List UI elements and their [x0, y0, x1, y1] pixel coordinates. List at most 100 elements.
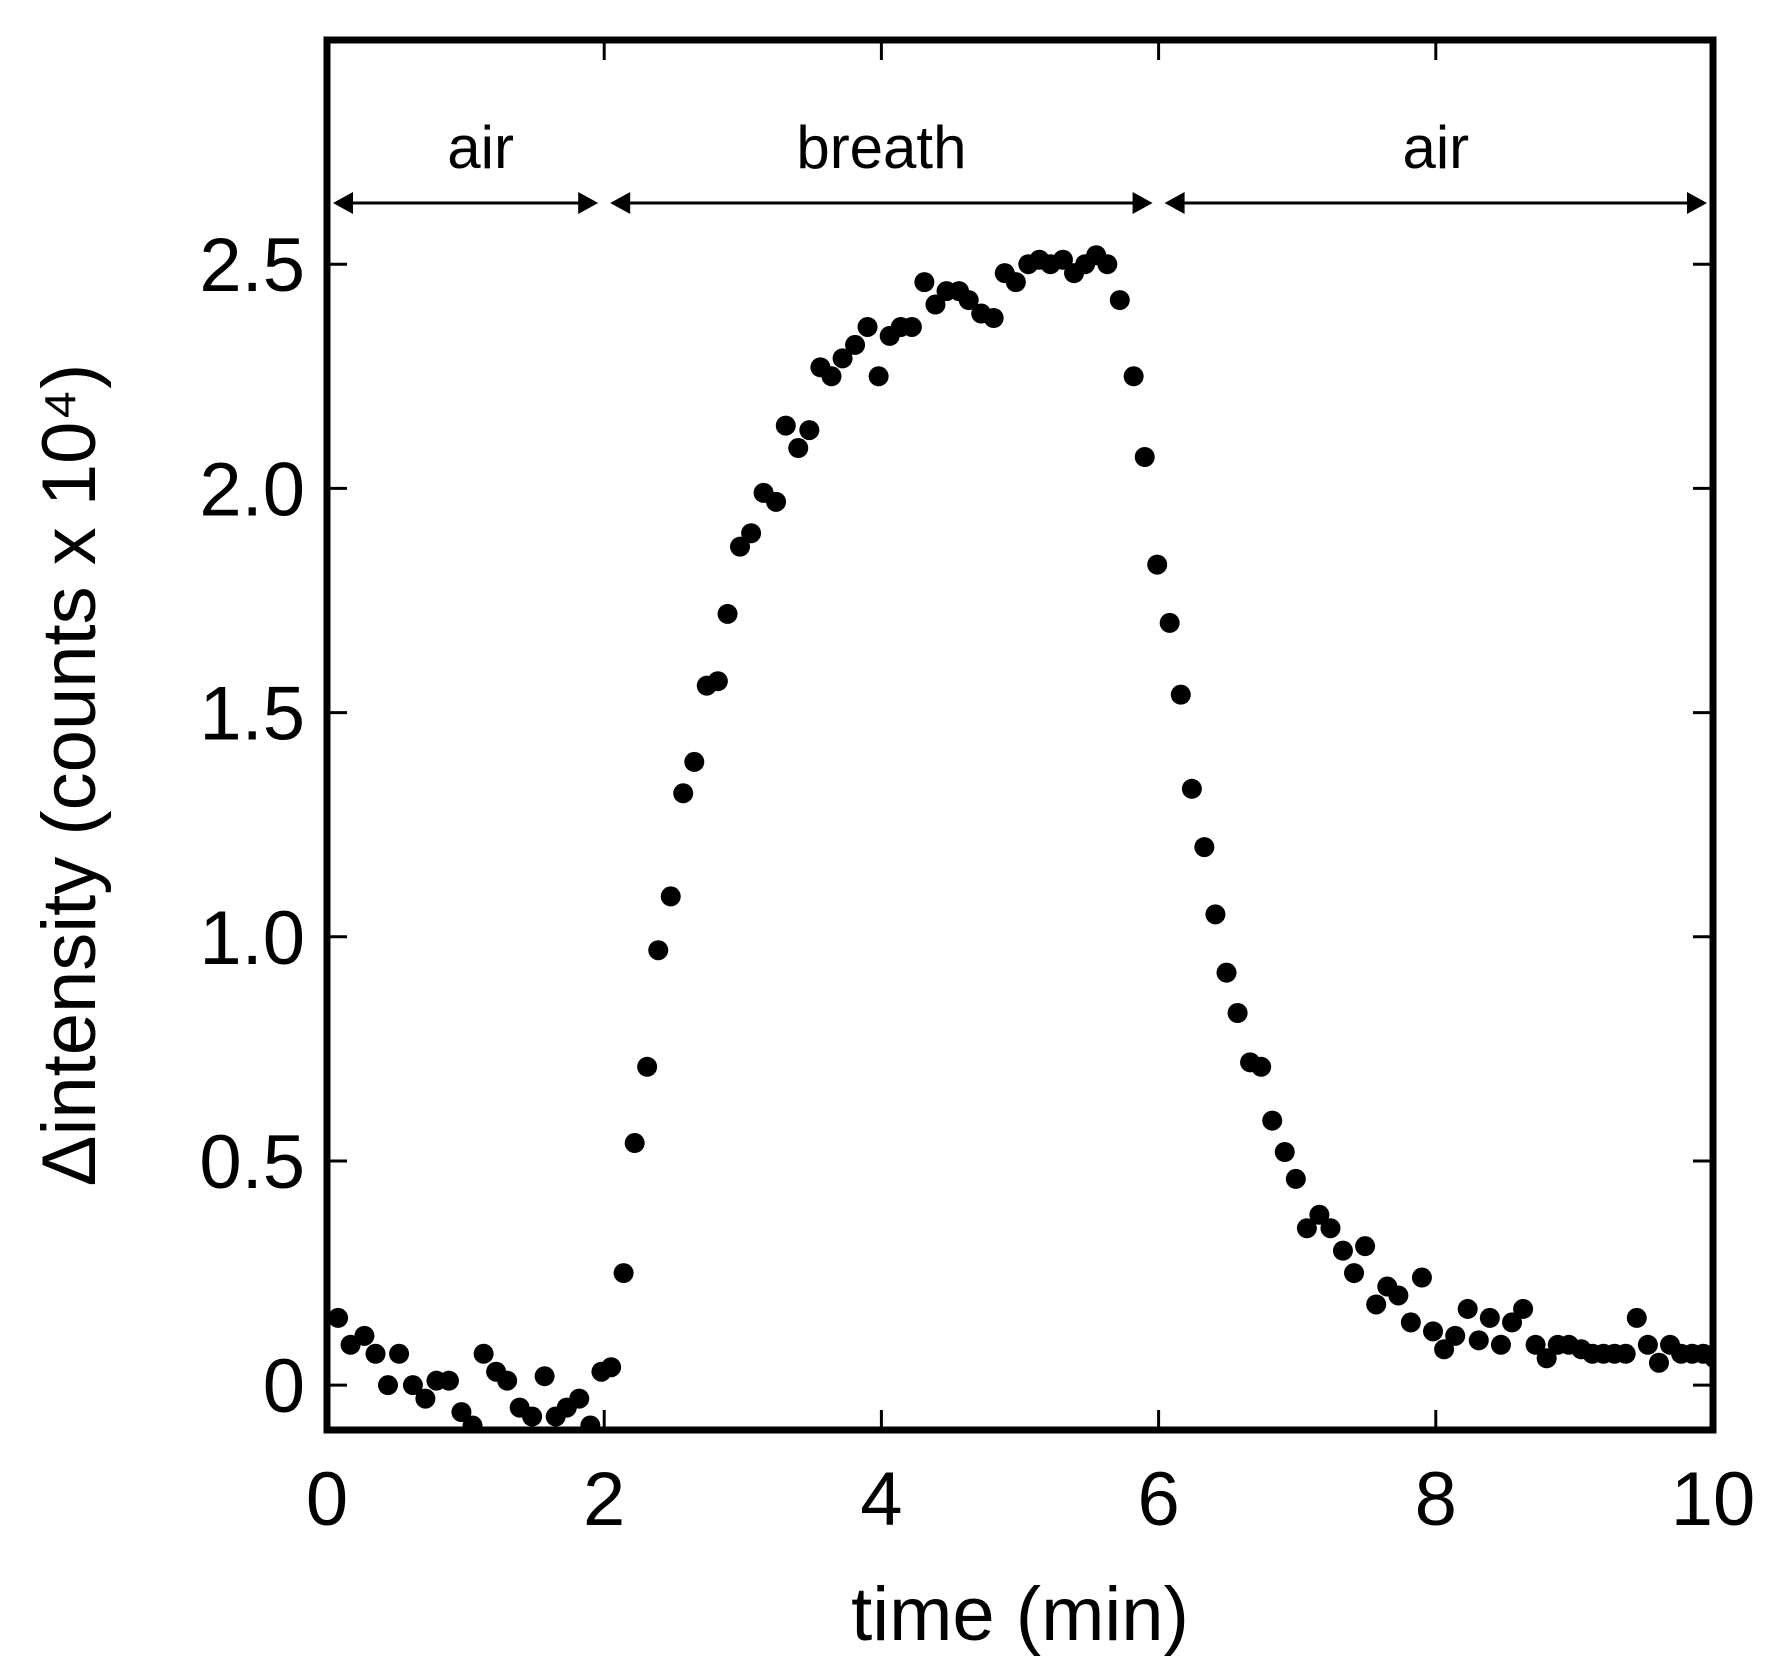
data-point: [415, 1388, 436, 1409]
data-point: [914, 272, 935, 293]
data-point: [389, 1343, 410, 1364]
data-point: [1490, 1334, 1511, 1355]
data-point: [1147, 554, 1168, 575]
data-point: [1170, 684, 1191, 705]
y-tick-label: 0: [263, 1344, 305, 1429]
data-point: [1411, 1267, 1432, 1288]
y-tick-label: 1.5: [199, 672, 305, 757]
data-point: [534, 1366, 555, 1387]
data-point: [1109, 290, 1130, 311]
data-point: [1216, 962, 1237, 983]
x-tick-label: 8: [1415, 1457, 1457, 1542]
y-tick-label: 1.0: [199, 896, 305, 981]
region-label: breath: [796, 114, 966, 181]
data-point: [1525, 1334, 1546, 1355]
data-point: [1052, 249, 1073, 270]
data-point: [958, 290, 979, 311]
data-point: [1502, 1312, 1523, 1333]
region-arrowhead-right: [578, 192, 599, 214]
x-tick-label: 6: [1137, 1457, 1179, 1542]
data-point: [497, 1370, 518, 1391]
data-point: [354, 1325, 375, 1346]
data-point: [648, 940, 669, 961]
data-point: [1626, 1307, 1647, 1328]
data-point: [1513, 1298, 1534, 1319]
data-point: [1262, 1110, 1283, 1131]
data-point: [1251, 1056, 1272, 1077]
y-tick-label: 2.5: [199, 223, 305, 308]
data-point: [1355, 1236, 1376, 1257]
data-point: [1423, 1321, 1444, 1342]
data-point: [1134, 447, 1155, 467]
data-point: [1615, 1343, 1636, 1364]
data-point: [1434, 1339, 1455, 1360]
data-point: [1227, 1003, 1248, 1023]
data-point: [1479, 1307, 1500, 1328]
data-point: [1309, 1204, 1330, 1225]
region-arrowhead-right: [1132, 192, 1153, 214]
data-point: [601, 1357, 622, 1378]
data-point: [901, 316, 922, 337]
data-point: [788, 438, 809, 459]
data-point: [845, 334, 866, 355]
data-points: [328, 245, 1713, 1428]
region-arrowhead-left: [1164, 192, 1185, 214]
plot-frame: [323, 36, 1717, 1434]
data-point: [580, 1415, 601, 1428]
data-point: [1097, 254, 1118, 275]
region-label: air: [1402, 114, 1469, 181]
data-point: [1637, 1334, 1658, 1355]
data-point: [684, 751, 705, 772]
region-arrowhead-left: [610, 192, 631, 214]
data-point: [365, 1343, 386, 1364]
data-point: [707, 671, 728, 692]
data-point: [717, 603, 738, 624]
data-point: [1005, 272, 1026, 293]
data-point: [569, 1388, 590, 1409]
x-tick-label: 4: [860, 1457, 902, 1542]
data-point: [1320, 1218, 1341, 1239]
data-point: [402, 1375, 423, 1396]
data-point: [1388, 1285, 1409, 1306]
data-point: [868, 366, 889, 387]
data-point: [1536, 1348, 1557, 1369]
data-point: [1205, 904, 1226, 925]
data-point: [1285, 1168, 1306, 1189]
x-tick-label: 2: [583, 1457, 625, 1542]
data-point: [1123, 366, 1144, 387]
data-point: [438, 1370, 459, 1391]
region-arrowhead-right: [1687, 192, 1707, 214]
data-point: [1445, 1325, 1466, 1346]
data-point: [857, 316, 878, 337]
data-point: [377, 1375, 398, 1396]
data-point: [1332, 1240, 1353, 1261]
x-tick-label: 10: [1671, 1457, 1756, 1542]
data-point: [473, 1343, 494, 1364]
data-point: [1648, 1352, 1669, 1373]
region-annotations: air breath air: [333, 114, 1707, 214]
data-point: [925, 294, 946, 315]
data-point: [1274, 1142, 1295, 1162]
data-point: [451, 1402, 472, 1423]
data-point: [1457, 1298, 1478, 1319]
data-point: [1344, 1263, 1365, 1284]
data-point: [799, 420, 820, 441]
x-tick-label: 0: [306, 1457, 348, 1542]
data-point: [1366, 1294, 1387, 1315]
data-point: [1468, 1330, 1489, 1351]
region-label: air: [447, 114, 514, 181]
data-point: [821, 366, 842, 387]
data-point: [775, 415, 796, 436]
data-point: [462, 1415, 483, 1428]
x-axis-title: time (min): [851, 1572, 1189, 1657]
y-axis-title: Δintensity (counts x 10⁴): [27, 364, 112, 1187]
data-point: [1181, 778, 1202, 799]
data-point: [1194, 837, 1215, 858]
data-point: [766, 491, 787, 512]
y-tick-label: 2.0: [199, 447, 305, 532]
data-point: [1159, 612, 1180, 633]
data-point: [660, 886, 681, 907]
region-arrowhead-left: [333, 192, 353, 214]
